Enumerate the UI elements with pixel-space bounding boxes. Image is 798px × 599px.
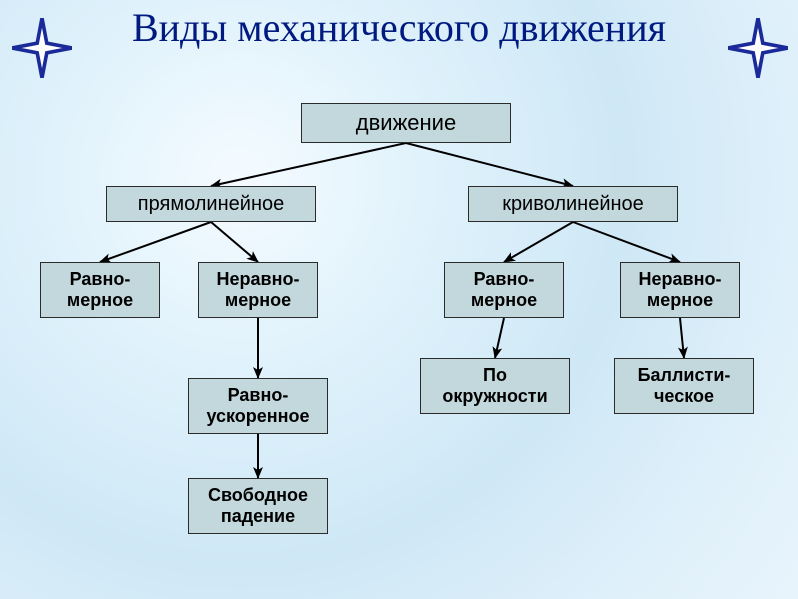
tree-edge [504, 222, 573, 262]
tree-edge [406, 143, 573, 186]
tree-node-curved: криволинейное [468, 186, 678, 222]
tree-node-uniacc: Равно- ускоренное [188, 378, 328, 434]
tree-node-s_nonuni: Неравно- мерное [198, 262, 318, 318]
tree-node-root: движение [301, 103, 511, 143]
tree-edge [573, 222, 680, 262]
tree-node-circle: По окружности [420, 358, 570, 414]
tree-edge [211, 143, 406, 186]
tree-diagram: движение прямолинейное криволинейное Равно-… [0, 0, 798, 599]
tree-edge [495, 318, 504, 358]
tree-node-freefall: Свободное падение [188, 478, 328, 534]
slide: Виды механического движения движениепрям… [0, 0, 798, 599]
tree-node-ballistic: Баллисти- ческое [614, 358, 754, 414]
tree-node-c_nonuni: Неравно- мерное [620, 262, 740, 318]
tree-node-s_uniform: Равно- мерное [40, 262, 160, 318]
tree-edge [680, 318, 684, 358]
tree-node-c_uniform: Равно- мерное [444, 262, 564, 318]
tree-node-straight: прямолинейное [106, 186, 316, 222]
tree-edge [100, 222, 211, 262]
tree-edge [211, 222, 258, 262]
